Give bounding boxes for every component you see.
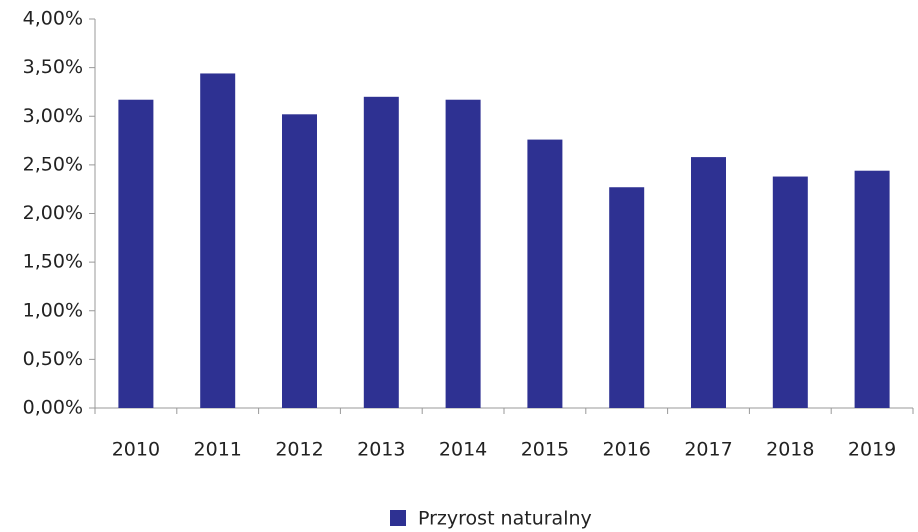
y-tick-label: 0,00%: [23, 397, 83, 419]
x-tick-label: 2014: [439, 439, 487, 461]
bar: [363, 96, 399, 409]
x-tick-label: 2019: [848, 439, 896, 461]
y-tick-label: 2,00%: [23, 202, 83, 224]
bar: [854, 170, 890, 408]
bar: [118, 99, 154, 408]
bar: [691, 157, 726, 408]
y-tick-label: 4,00%: [23, 8, 83, 30]
y-tick-label: 2,50%: [23, 153, 83, 175]
x-tick-label: 2018: [766, 439, 814, 461]
bar: [772, 176, 808, 408]
y-tick-label: 1,50%: [23, 251, 83, 273]
y-tick-label: 0,50%: [23, 348, 83, 370]
x-tick-label: 2013: [357, 439, 405, 461]
bar: [200, 73, 236, 409]
y-tick-label: 3,50%: [23, 56, 83, 78]
bar: [609, 187, 645, 408]
x-tick-label: 2012: [275, 439, 323, 461]
legend-label: Przyrost naturalny: [418, 508, 592, 530]
bar: [527, 139, 563, 408]
y-tick-label: 1,00%: [23, 299, 83, 321]
x-tick-label: 2016: [603, 439, 651, 461]
x-tick-label: 2010: [112, 439, 160, 461]
bar: [445, 99, 481, 408]
x-tick-label: 2015: [521, 439, 569, 461]
legend-swatch: [390, 510, 406, 526]
x-tick-label: 2017: [684, 439, 732, 461]
x-tick-label: 2011: [194, 439, 242, 461]
bar: [282, 114, 317, 409]
y-tick-label: 3,00%: [23, 105, 83, 127]
